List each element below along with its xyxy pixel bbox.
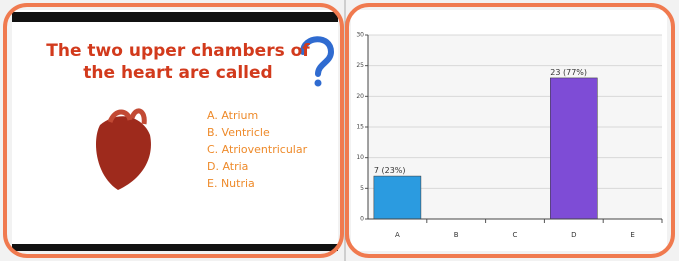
y-tick-label: 10 bbox=[356, 154, 364, 161]
y-tick-label: 15 bbox=[356, 124, 364, 131]
bar bbox=[550, 78, 597, 219]
y-tick-label: 20 bbox=[356, 93, 364, 100]
x-tick-label: A bbox=[395, 231, 400, 239]
y-tick-label: 25 bbox=[356, 62, 364, 69]
answer-option: B. Ventricle bbox=[207, 126, 270, 139]
y-tick-label: 30 bbox=[356, 32, 364, 39]
x-tick-label: C bbox=[513, 231, 518, 239]
x-tick-label: B bbox=[454, 231, 459, 239]
slide-bottom-bar bbox=[12, 244, 338, 251]
x-tick-label: D bbox=[571, 231, 576, 239]
x-tick-label: E bbox=[630, 231, 634, 239]
value-label: 23 (77%) bbox=[550, 68, 587, 77]
slide-top-bar bbox=[12, 12, 338, 22]
slide-title: The two upper chambers of bbox=[46, 41, 310, 61]
screen: The two upper chambers of the heart are … bbox=[0, 0, 679, 261]
value-label: 7 (23%) bbox=[374, 166, 406, 175]
y-tick-label: 5 bbox=[360, 185, 364, 192]
question-icon-dot bbox=[315, 80, 322, 87]
bar bbox=[374, 176, 421, 219]
answer-option: E. Nutria bbox=[207, 177, 255, 190]
answer-option: C. Atrioventricular bbox=[207, 143, 308, 156]
answer-option: D. Atria bbox=[207, 160, 248, 173]
answer-option: A. Atrium bbox=[207, 109, 258, 122]
y-tick-label: 0 bbox=[360, 216, 364, 223]
slide-title: the heart are called bbox=[83, 63, 272, 83]
chart: 0 5 10 15 20 25 30 A 7 (23%) B C D 23 (77%) E bbox=[356, 32, 662, 240]
